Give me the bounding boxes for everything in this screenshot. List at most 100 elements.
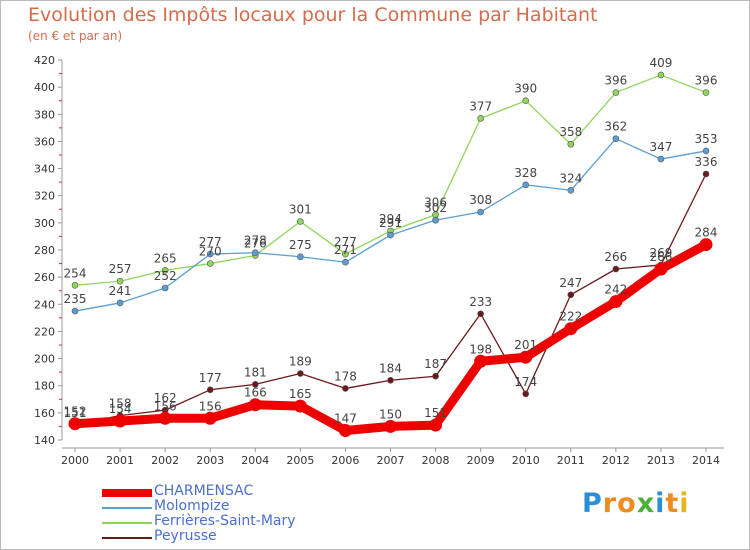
data-label: 174	[514, 375, 537, 389]
data-label: 328	[514, 166, 537, 180]
data-label: 275	[289, 238, 312, 252]
data-point	[113, 414, 127, 428]
x-tick-label: 2006	[331, 454, 359, 467]
data-point	[564, 322, 578, 336]
x-tick-label: 2014	[692, 454, 720, 467]
logo-letter: x	[636, 488, 656, 519]
data-label: 177	[199, 371, 222, 385]
data-label: 198	[469, 342, 492, 356]
data-label: 233	[469, 295, 492, 309]
logo-letter: o	[617, 488, 637, 519]
data-point	[251, 249, 259, 257]
data-label: 396	[695, 74, 718, 88]
data-point	[654, 262, 668, 276]
data-label: 284	[695, 226, 718, 240]
data-label: 269	[649, 246, 672, 260]
data-label: 291	[379, 216, 402, 230]
data-label: 347	[649, 140, 672, 154]
data-labels: 254 257 265 270 276 301 277 294 306 377 390 358 396 4…	[64, 56, 718, 426]
data-point	[567, 186, 575, 194]
data-point	[387, 231, 394, 239]
data-label: 242	[604, 283, 627, 297]
data-label: 266	[649, 250, 672, 264]
legend-label: Ferrières-Saint-Mary	[154, 513, 296, 529]
data-label: 156	[154, 399, 177, 413]
data-label: 308	[469, 193, 492, 207]
logo-letter: i	[679, 488, 690, 519]
data-label: 154	[109, 402, 132, 416]
data-label: 147	[334, 412, 357, 426]
data-point	[387, 376, 394, 384]
data-point	[338, 424, 352, 437]
data-point	[612, 89, 620, 96]
data-point	[116, 299, 124, 307]
x-tick-label: 2010	[512, 454, 540, 467]
data-label: 362	[604, 120, 627, 134]
series-lines	[68, 71, 713, 437]
data-label: 396	[604, 74, 627, 88]
data-point	[161, 267, 169, 274]
data-point	[68, 417, 82, 431]
data-point	[158, 411, 172, 425]
data-point	[161, 284, 169, 292]
x-tick-label: 2012	[602, 454, 630, 467]
data-label: 162	[154, 391, 177, 405]
data-label: 166	[244, 386, 267, 400]
data-label: 353	[695, 132, 718, 146]
data-label: 151	[64, 406, 87, 420]
data-label: 247	[559, 276, 582, 290]
data-point	[297, 218, 304, 225]
x-tick-label: 2004	[241, 454, 269, 467]
data-label: 270	[199, 245, 222, 259]
data-point	[657, 71, 665, 79]
data-label: 158	[109, 397, 132, 411]
data-point	[248, 398, 262, 412]
y-tick-label: 400	[34, 81, 55, 94]
data-point	[477, 115, 484, 122]
data-point	[702, 147, 710, 155]
chart-subtitle: (en € et par an)	[28, 29, 123, 43]
y-tick-label: 240	[34, 298, 55, 311]
data-point	[206, 250, 214, 258]
data-point	[71, 281, 79, 289]
data-label: 156	[199, 399, 222, 413]
data-label: 306	[424, 196, 447, 210]
proxiti-logo: Proxiti	[582, 488, 690, 519]
logo-letter: r	[602, 488, 618, 519]
data-label: 294	[379, 212, 402, 226]
legend-swatch	[102, 522, 152, 524]
legend-label: Molompize	[154, 498, 230, 514]
data-label: 151	[424, 406, 447, 420]
data-label: 409	[649, 56, 672, 70]
data-point	[519, 350, 533, 364]
y-tick-label: 320	[34, 190, 55, 203]
data-label: 257	[109, 262, 132, 276]
data-point	[203, 411, 217, 425]
logo-letter: P	[582, 488, 603, 519]
legend-label: Peyrusse	[154, 528, 217, 544]
data-label: 252	[154, 269, 177, 283]
data-label: 178	[334, 369, 357, 383]
data-point	[522, 390, 530, 398]
data-point	[342, 250, 349, 258]
x-tick-label: 2003	[196, 454, 224, 467]
data-point	[699, 238, 713, 252]
data-label: 189	[289, 355, 312, 369]
x-tick-label: 2008	[422, 454, 450, 467]
logo-letter: t	[665, 488, 680, 519]
legend-swatch	[102, 489, 152, 497]
y-tick-label: 340	[34, 163, 55, 176]
data-label: 201	[514, 338, 537, 352]
data-point	[432, 216, 439, 224]
chart-title: Evolution des Impôts locaux pour la Comm…	[28, 4, 598, 26]
data-label: 358	[559, 125, 582, 139]
legend-label: CHARMENSAC	[154, 483, 254, 499]
y-tick-label: 360	[34, 135, 55, 148]
legend-swatch	[102, 537, 152, 539]
data-label: 222	[559, 310, 582, 324]
data-point	[293, 399, 307, 413]
y-tick-label: 200	[34, 353, 55, 366]
data-point	[477, 208, 484, 216]
